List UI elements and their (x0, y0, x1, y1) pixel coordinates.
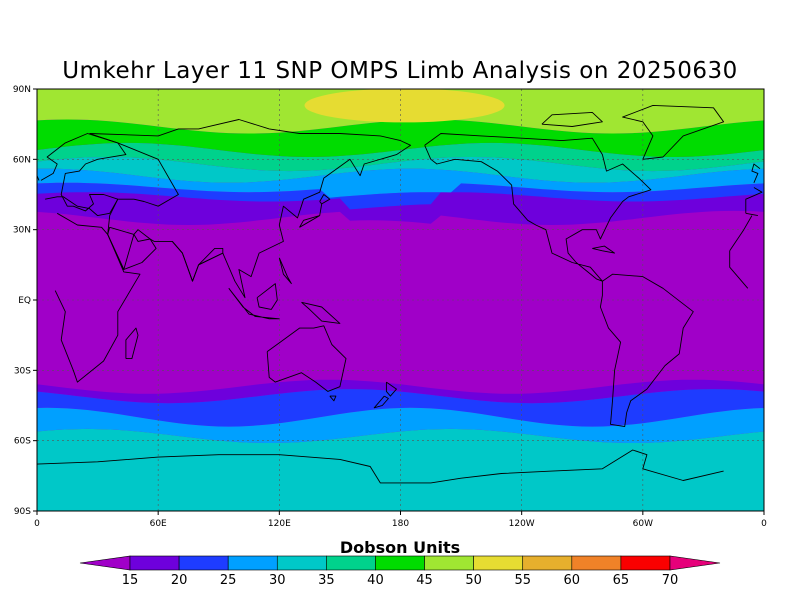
coastline-europe (745, 212, 758, 217)
coastline-arctic-islands (541, 111, 603, 127)
lat-tick-label: EQ (18, 296, 31, 306)
chart-title: Umkehr Layer 11 SNP OMPS Limb Analysis o… (62, 58, 738, 84)
colorbar-swatch (178, 555, 229, 571)
lat-tick-label: 30S (14, 366, 31, 376)
colorbar-tick-label: 25 (220, 573, 237, 588)
colorbar-swatch (375, 555, 425, 571)
coastline-borneo (256, 283, 278, 310)
coastline-africa (729, 250, 749, 289)
colorbar-extend-low (79, 555, 131, 571)
coastline-asia (89, 119, 412, 299)
lon-tick-label: 0 (761, 519, 767, 529)
colorbar-title: Dobson Units (340, 538, 460, 557)
colorbar-tick-label: 40 (367, 573, 384, 588)
coastlines (37, 104, 763, 484)
band-max-50-55 (304, 89, 505, 123)
longitude-axis: 0 60E 120E 180 120W 60W 0 (34, 511, 767, 529)
band-nh-40-45 (37, 119, 764, 157)
band-sh-15-20 (37, 379, 764, 404)
colorbar-tick-label: 65 (613, 573, 630, 588)
colorbar-swatch (571, 555, 622, 571)
coastline-nz-s (373, 395, 389, 409)
colorbar-tick-label: 15 (122, 573, 139, 588)
lon-tick-label: 60E (150, 519, 167, 529)
colorbar-tick-label: 70 (662, 573, 679, 588)
coastline-greenland (622, 104, 725, 160)
map-area (37, 89, 764, 511)
coastline-cuba (592, 245, 616, 254)
band-sh-20-25 (37, 389, 764, 427)
coastline-india (171, 241, 224, 282)
colorbar-swatch (522, 555, 573, 571)
lat-tick-label: 30N (13, 226, 31, 236)
colorbar-swatch (129, 555, 180, 571)
latitude-axis: 90N 60N 30N EQ 30S 60S 90S (13, 85, 37, 517)
coastline-uk (751, 163, 761, 183)
coastline-africa (729, 215, 753, 252)
band-nh-20-25 (37, 182, 764, 210)
coastline-antarctica (37, 449, 724, 484)
colorbar-swatch (473, 555, 524, 571)
coastline-japan-n (319, 194, 331, 205)
colorbar-tick-label: 20 (171, 573, 188, 588)
colorbar-tick-label: 30 (269, 573, 286, 588)
colorbar-tick-label: 60 (564, 573, 581, 588)
coastline-arabia (107, 226, 157, 270)
lon-tick-label: 0 (34, 519, 40, 529)
colorbar-tick-label: 55 (514, 573, 531, 588)
lon-tick-label: 120W (509, 519, 535, 529)
coastline-south-america (599, 273, 694, 428)
band-nh-25-30 (37, 168, 764, 198)
coastline-philippines (278, 257, 292, 285)
coastline-tasmania (329, 395, 337, 402)
lon-tick-label: 120E (268, 519, 291, 529)
colorbar-swatch (424, 555, 474, 571)
colorbar-extend-high (669, 555, 721, 571)
coastline-australia (266, 325, 347, 392)
coastline-europe (40, 133, 127, 217)
coastline-indonesia-a (228, 288, 280, 320)
lat-tick-label: 90N (13, 85, 31, 95)
coastline-north-america (424, 133, 652, 282)
coastline-japan (299, 203, 323, 228)
lon-tick-label: 180 (392, 519, 409, 529)
coastline-europe (745, 187, 763, 214)
band-nh-35-40 (37, 142, 764, 172)
colorbar-swatch (326, 555, 376, 571)
colorbar-tick-label: 35 (318, 573, 335, 588)
coastline-madagascar (125, 327, 139, 360)
coastline-nz-n (385, 381, 397, 397)
lon-tick-label: 60W (633, 519, 653, 529)
colorbar-swatch (620, 555, 671, 571)
lat-tick-label: 90S (14, 507, 31, 517)
colorbar-tick-label: 45 (416, 573, 433, 588)
colorbar-tick-label: 50 (465, 573, 482, 588)
band-nh-30-35 (37, 157, 764, 183)
lat-tick-label: 60N (13, 155, 31, 165)
lat-tick-label: 60S (14, 437, 31, 447)
colorbar-swatch (227, 555, 278, 571)
coastline-africa (54, 212, 141, 383)
colorbar-swatch (276, 555, 327, 571)
coastline-new-guinea (301, 301, 341, 324)
colorbar: 15 20 25 30 35 40 45 50 55 60 65 70 (79, 555, 721, 588)
